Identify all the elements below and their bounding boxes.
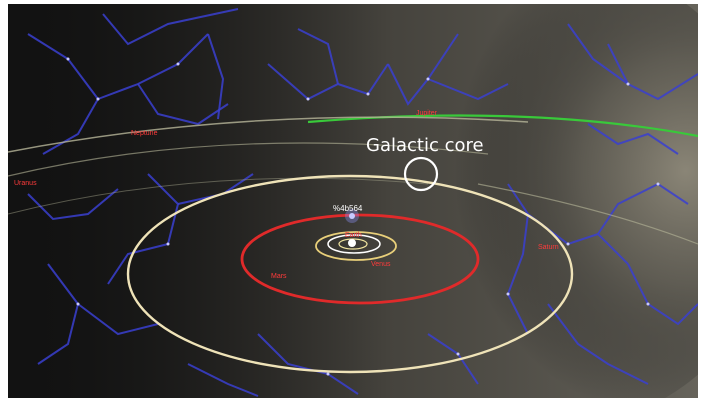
sun[interactable] [348,239,356,247]
star-field [66,57,660,376]
galactic-core-label: Galactic core [366,135,484,156]
ecliptic-arc-outer [8,116,529,153]
orbit-earth [315,231,397,261]
target-star-label: %4b564 [333,204,363,213]
ecliptic-arc-mid [8,142,489,177]
planet-label-earth: Earth [345,232,362,239]
orbit-mars [240,213,480,305]
orbit-venus [327,234,381,254]
target-star-marker[interactable] [345,209,359,223]
planet-label-mars: Mars [271,273,287,280]
planet-label-venus: Venus [371,261,391,268]
orbit-outer [126,174,574,374]
planet-label-jupiter: Jupiter [416,110,438,117]
galactic-core-circle[interactable] [403,156,439,192]
planet-label-neptune: Neptune [131,130,158,137]
sky-view[interactable]: Galactic core %4b564 Neptune Uranus Satu… [8,4,698,398]
milky-way-core-glow [358,4,698,398]
planet-label-uranus: Uranus [14,180,37,187]
sky-canvas[interactable]: Galactic core %4b564 Neptune Uranus Satu… [8,4,698,398]
planet-label-saturn: Saturn [538,244,559,251]
orbit-mercury [338,238,368,250]
ecliptic-arc-lower [8,177,429,215]
ecliptic-arc-right [477,183,698,245]
galactic-plane-line [307,114,698,138]
